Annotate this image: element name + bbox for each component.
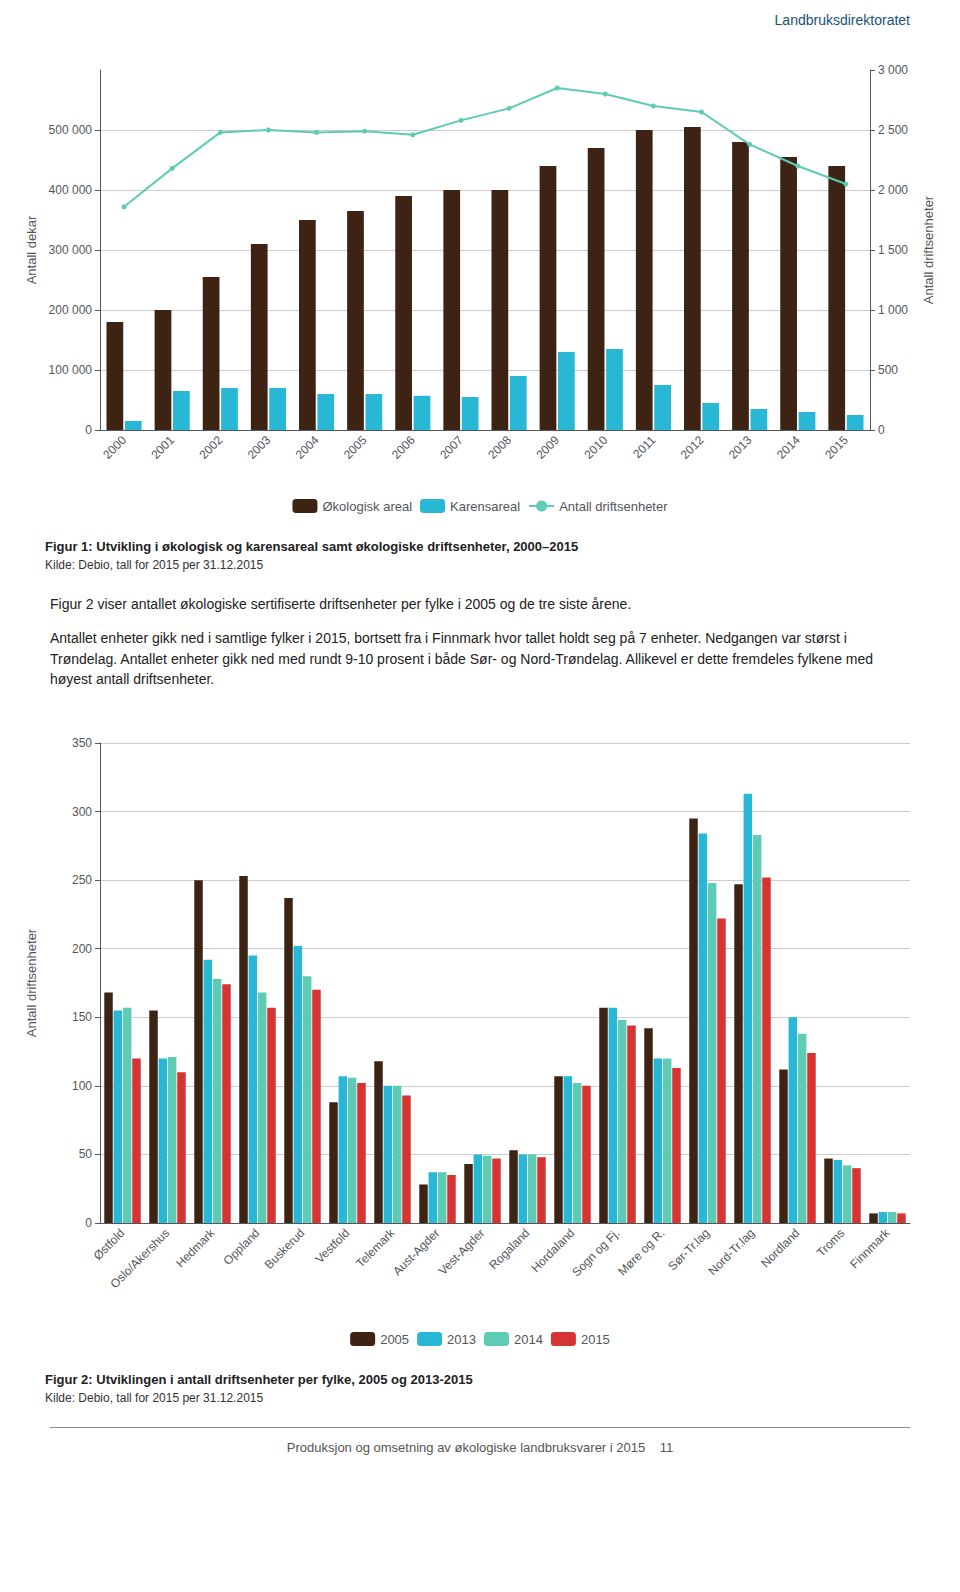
svg-text:Økologisk areal: Økologisk areal (322, 499, 412, 514)
svg-text:Vest-Agder: Vest-Agder (436, 1226, 488, 1278)
svg-text:Hordaland: Hordaland (528, 1226, 578, 1276)
svg-text:2007: 2007 (437, 433, 466, 462)
svg-text:200: 200 (72, 942, 92, 956)
svg-text:300: 300 (72, 805, 92, 819)
svg-text:2004: 2004 (293, 433, 322, 462)
svg-text:2001: 2001 (148, 433, 177, 462)
svg-text:2003: 2003 (245, 433, 274, 462)
svg-text:2002: 2002 (197, 433, 226, 462)
svg-text:Buskerud: Buskerud (262, 1226, 308, 1272)
svg-text:Rogaland: Rogaland (486, 1226, 532, 1272)
svg-text:Oppland: Oppland (221, 1226, 263, 1268)
svg-text:2005: 2005 (341, 433, 370, 462)
svg-text:150: 150 (72, 1010, 92, 1024)
svg-text:Oslo/Akershus: Oslo/Akershus (107, 1226, 172, 1291)
svg-text:0: 0 (85, 1216, 92, 1230)
svg-text:Aust-Agder: Aust-Agder (390, 1226, 442, 1278)
svg-text:2012: 2012 (678, 433, 707, 462)
svg-text:100: 100 (72, 1079, 92, 1093)
svg-text:0: 0 (878, 423, 885, 437)
svg-text:Nord-Tr.lag: Nord-Tr.lag (705, 1226, 757, 1278)
svg-text:Nordland: Nordland (758, 1226, 802, 1270)
svg-text:Figur 2: Utviklingen i antall: Figur 2: Utviklingen i antall driftsenhe… (45, 1372, 473, 1387)
svg-text:Finnmark: Finnmark (847, 1226, 893, 1272)
svg-text:250: 250 (72, 873, 92, 887)
svg-text:Antall driftsenheter: Antall driftsenheter (559, 499, 668, 514)
svg-text:Karensareal: Karensareal (450, 499, 520, 514)
svg-text:2010: 2010 (582, 433, 611, 462)
svg-text:2006: 2006 (389, 433, 418, 462)
svg-text:Telemark: Telemark (353, 1226, 398, 1271)
svg-text:Møre og R.: Møre og R. (615, 1226, 667, 1278)
svg-text:Østfold: Østfold (91, 1226, 128, 1263)
svg-text:500 000: 500 000 (49, 123, 93, 137)
svg-text:Antall driftsenheter: Antall driftsenheter (24, 928, 39, 1037)
svg-text:Antall dekar: Antall dekar (24, 215, 39, 284)
svg-text:2 500: 2 500 (878, 123, 908, 137)
svg-text:Troms: Troms (814, 1226, 848, 1260)
svg-text:Kilde: Debio, tall for 2015 pe: Kilde: Debio, tall for 2015 per 31.12.20… (45, 1391, 263, 1405)
svg-text:2009: 2009 (533, 433, 562, 462)
html-text:Landbruksdirektoratet: Landbruksdirektoratet (774, 12, 910, 28)
svg-text:2013: 2013 (447, 1332, 476, 1347)
html-text:Antallet enheter gikk ned i sa: Antallet enheter gikk ned i samtlige fyl… (50, 630, 874, 687)
svg-text:2015: 2015 (822, 433, 851, 462)
svg-text:2015: 2015 (581, 1332, 610, 1347)
svg-text:3 000: 3 000 (878, 63, 908, 77)
svg-text:2000: 2000 (100, 433, 129, 462)
svg-text:500: 500 (878, 363, 898, 377)
svg-text:2008: 2008 (485, 433, 514, 462)
svg-text:2013: 2013 (726, 433, 755, 462)
svg-text:Figur 1: Utvikling i økologisk: Figur 1: Utvikling i økologisk og karens… (45, 539, 578, 554)
svg-text:2 000: 2 000 (878, 183, 908, 197)
svg-text:Kilde: Debio, tall for 2015 pe: Kilde: Debio, tall for 2015 per 31.12.20… (45, 558, 263, 572)
svg-text:400 000: 400 000 (49, 183, 93, 197)
svg-text:2014: 2014 (514, 1332, 543, 1347)
svg-text:2014: 2014 (774, 433, 803, 462)
svg-text:Vestfold: Vestfold (312, 1226, 352, 1266)
svg-text:Sør-Tr.lag: Sør-Tr.lag (665, 1226, 712, 1273)
svg-text:Hedmark: Hedmark (173, 1226, 218, 1271)
svg-text:200 000: 200 000 (49, 303, 93, 317)
svg-text:50: 50 (79, 1148, 93, 1162)
svg-text:2005: 2005 (380, 1332, 409, 1347)
html-text:Figur 2 viser antallet økologi: Figur 2 viser antallet økologiske sertif… (50, 596, 632, 612)
svg-text:2011: 2011 (630, 433, 658, 461)
svg-text:1 000: 1 000 (878, 303, 908, 317)
html-text:Produksjon og omsetning av øko: Produksjon og omsetning av økologiske la… (286, 1440, 674, 1456)
svg-text:Sogn og Fj.: Sogn og Fj. (569, 1226, 622, 1279)
svg-text:300 000: 300 000 (49, 243, 93, 257)
svg-text:Antall driftsenheter: Antall driftsenheter (921, 195, 936, 304)
svg-text:0: 0 (85, 423, 92, 437)
svg-text:1 500: 1 500 (878, 243, 908, 257)
svg-text:100 000: 100 000 (49, 363, 93, 377)
svg-text:350: 350 (72, 736, 92, 750)
